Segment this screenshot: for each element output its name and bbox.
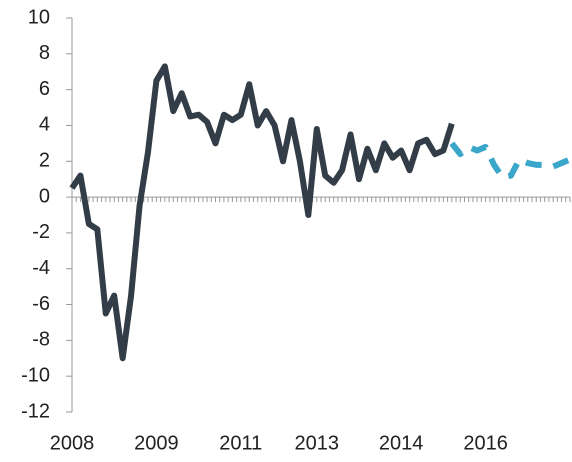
y-tick-label: 6 bbox=[39, 78, 50, 100]
y-tick-label: 0 bbox=[39, 185, 50, 207]
y-tick-label: -10 bbox=[21, 364, 50, 386]
series-line bbox=[69, 63, 455, 362]
y-tick-label: -6 bbox=[32, 293, 50, 315]
y-tick-label: 2 bbox=[39, 150, 50, 172]
x-tick-label: 2011 bbox=[219, 432, 262, 454]
y-tick-label: 10 bbox=[28, 6, 50, 28]
x-tick-label: 2009 bbox=[134, 432, 179, 454]
series-line bbox=[449, 141, 572, 181]
x-tick-label: 2014 bbox=[379, 432, 424, 454]
x-tick-label: 2016 bbox=[463, 432, 508, 454]
y-tick-label: 8 bbox=[39, 42, 50, 64]
y-tick-label: -8 bbox=[32, 329, 50, 351]
y-tick-label: -4 bbox=[32, 257, 50, 279]
y-tick-label: -2 bbox=[32, 221, 50, 243]
x-tick-label: 2013 bbox=[295, 432, 340, 454]
x-tick-label: 2008 bbox=[50, 432, 95, 454]
y-tick-label: 4 bbox=[39, 114, 50, 136]
y-tick-label: -12 bbox=[21, 400, 50, 422]
